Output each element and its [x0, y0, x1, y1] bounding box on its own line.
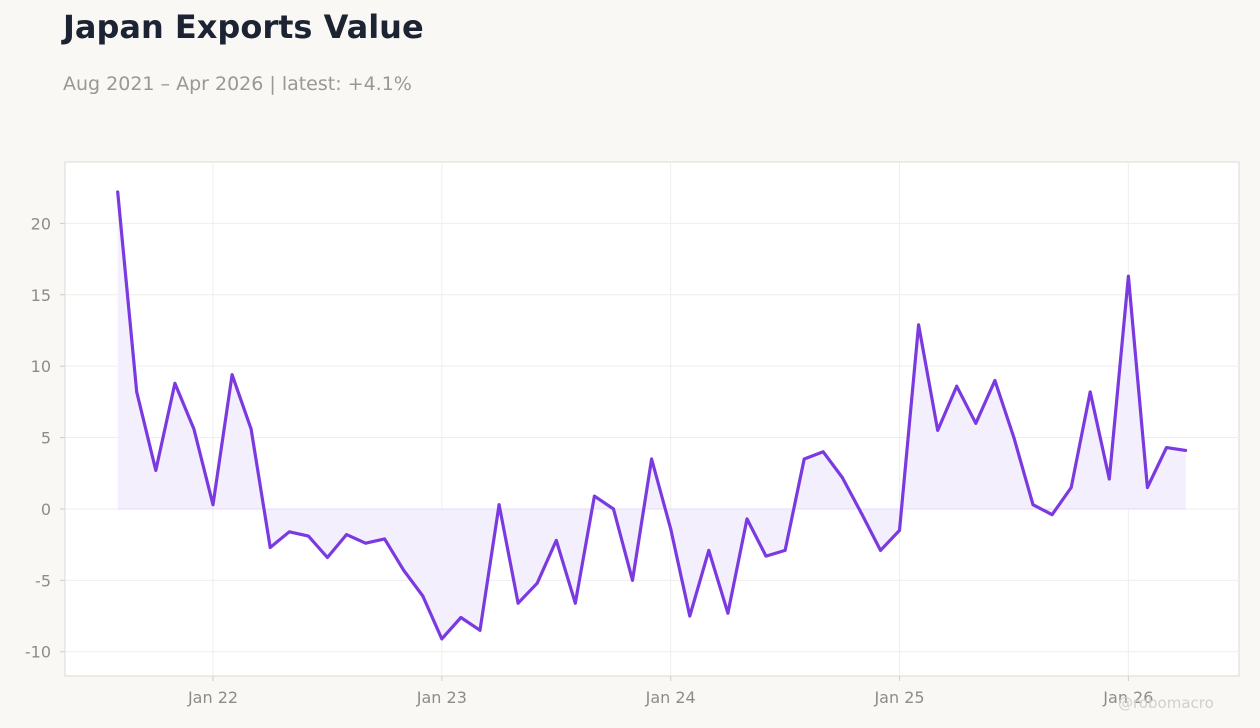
data-point: [821, 450, 825, 454]
data-point: [116, 190, 120, 194]
data-point: [497, 503, 501, 507]
data-point: [593, 494, 596, 498]
data-point: [688, 614, 692, 618]
data-point: [1107, 477, 1111, 481]
chart-title: Japan Exports Value: [63, 8, 424, 46]
y-tick-label: 20: [31, 214, 51, 233]
data-point: [840, 476, 844, 479]
data-point: [1088, 390, 1092, 394]
data-point: [1146, 486, 1149, 489]
data-point: [726, 611, 730, 615]
series-area-fill: [117, 192, 1186, 639]
y-tick-label: 5: [41, 429, 51, 448]
data-point: [421, 594, 425, 598]
x-tick-label: Jan 22: [187, 688, 238, 707]
data-point: [802, 457, 806, 461]
data-point: [173, 381, 177, 385]
y-tick-label: 0: [41, 500, 51, 519]
data-point: [440, 637, 444, 641]
data-point: [1012, 436, 1016, 439]
data-point: [707, 549, 711, 552]
data-point: [1184, 449, 1187, 452]
data-point: [211, 503, 215, 507]
data-point: [516, 601, 520, 605]
data-point: [573, 601, 577, 605]
chart-subtitle: Aug 2021 – Apr 2026 | latest: +4.1%: [63, 73, 412, 95]
y-tick-label: 15: [31, 286, 51, 305]
x-tick-label: Jan 24: [645, 688, 696, 707]
data-point: [383, 537, 386, 541]
watermark: @robomacro: [1118, 694, 1214, 712]
data-point: [669, 527, 673, 531]
data-point: [402, 568, 406, 572]
data-point: [1127, 274, 1130, 278]
x-tick-label: Jan 25: [873, 688, 924, 707]
data-point: [1165, 446, 1168, 449]
data-point: [650, 457, 653, 461]
data-point: [631, 578, 634, 582]
data-point: [230, 373, 234, 377]
data-point: [898, 529, 901, 532]
data-point: [1050, 513, 1054, 517]
data-point: [860, 511, 863, 515]
data-point: [1069, 486, 1073, 489]
data-point: [936, 429, 940, 432]
x-tick-label: Jan 23: [416, 688, 467, 707]
y-tick-label: -10: [25, 643, 51, 662]
y-tick-label: 10: [31, 357, 51, 376]
data-point: [974, 421, 978, 425]
data-point: [326, 556, 329, 559]
data-point: [745, 517, 749, 521]
data-point: [192, 427, 196, 431]
data-point: [1031, 503, 1035, 507]
data-point: [478, 628, 482, 632]
y-tick-label: -5: [35, 571, 51, 590]
data-point: [345, 533, 348, 536]
data-point: [135, 390, 139, 394]
data-point: [764, 554, 768, 558]
data-point: [917, 323, 920, 327]
x-tick-label: Jan 26: [1102, 688, 1153, 707]
data-point: [554, 539, 558, 542]
data-point: [535, 581, 539, 585]
data-point: [249, 427, 253, 431]
data-point: [783, 549, 787, 552]
data-point: [364, 541, 367, 545]
data-point: [307, 534, 310, 538]
data-point: [287, 530, 291, 534]
plot-area: [64, 161, 1240, 677]
data-point: [612, 507, 615, 511]
data-point: [879, 549, 882, 552]
data-point: [268, 546, 272, 549]
data-point: [154, 469, 158, 472]
data-point: [993, 379, 997, 382]
data-point: [955, 384, 959, 388]
data-point: [459, 616, 463, 619]
